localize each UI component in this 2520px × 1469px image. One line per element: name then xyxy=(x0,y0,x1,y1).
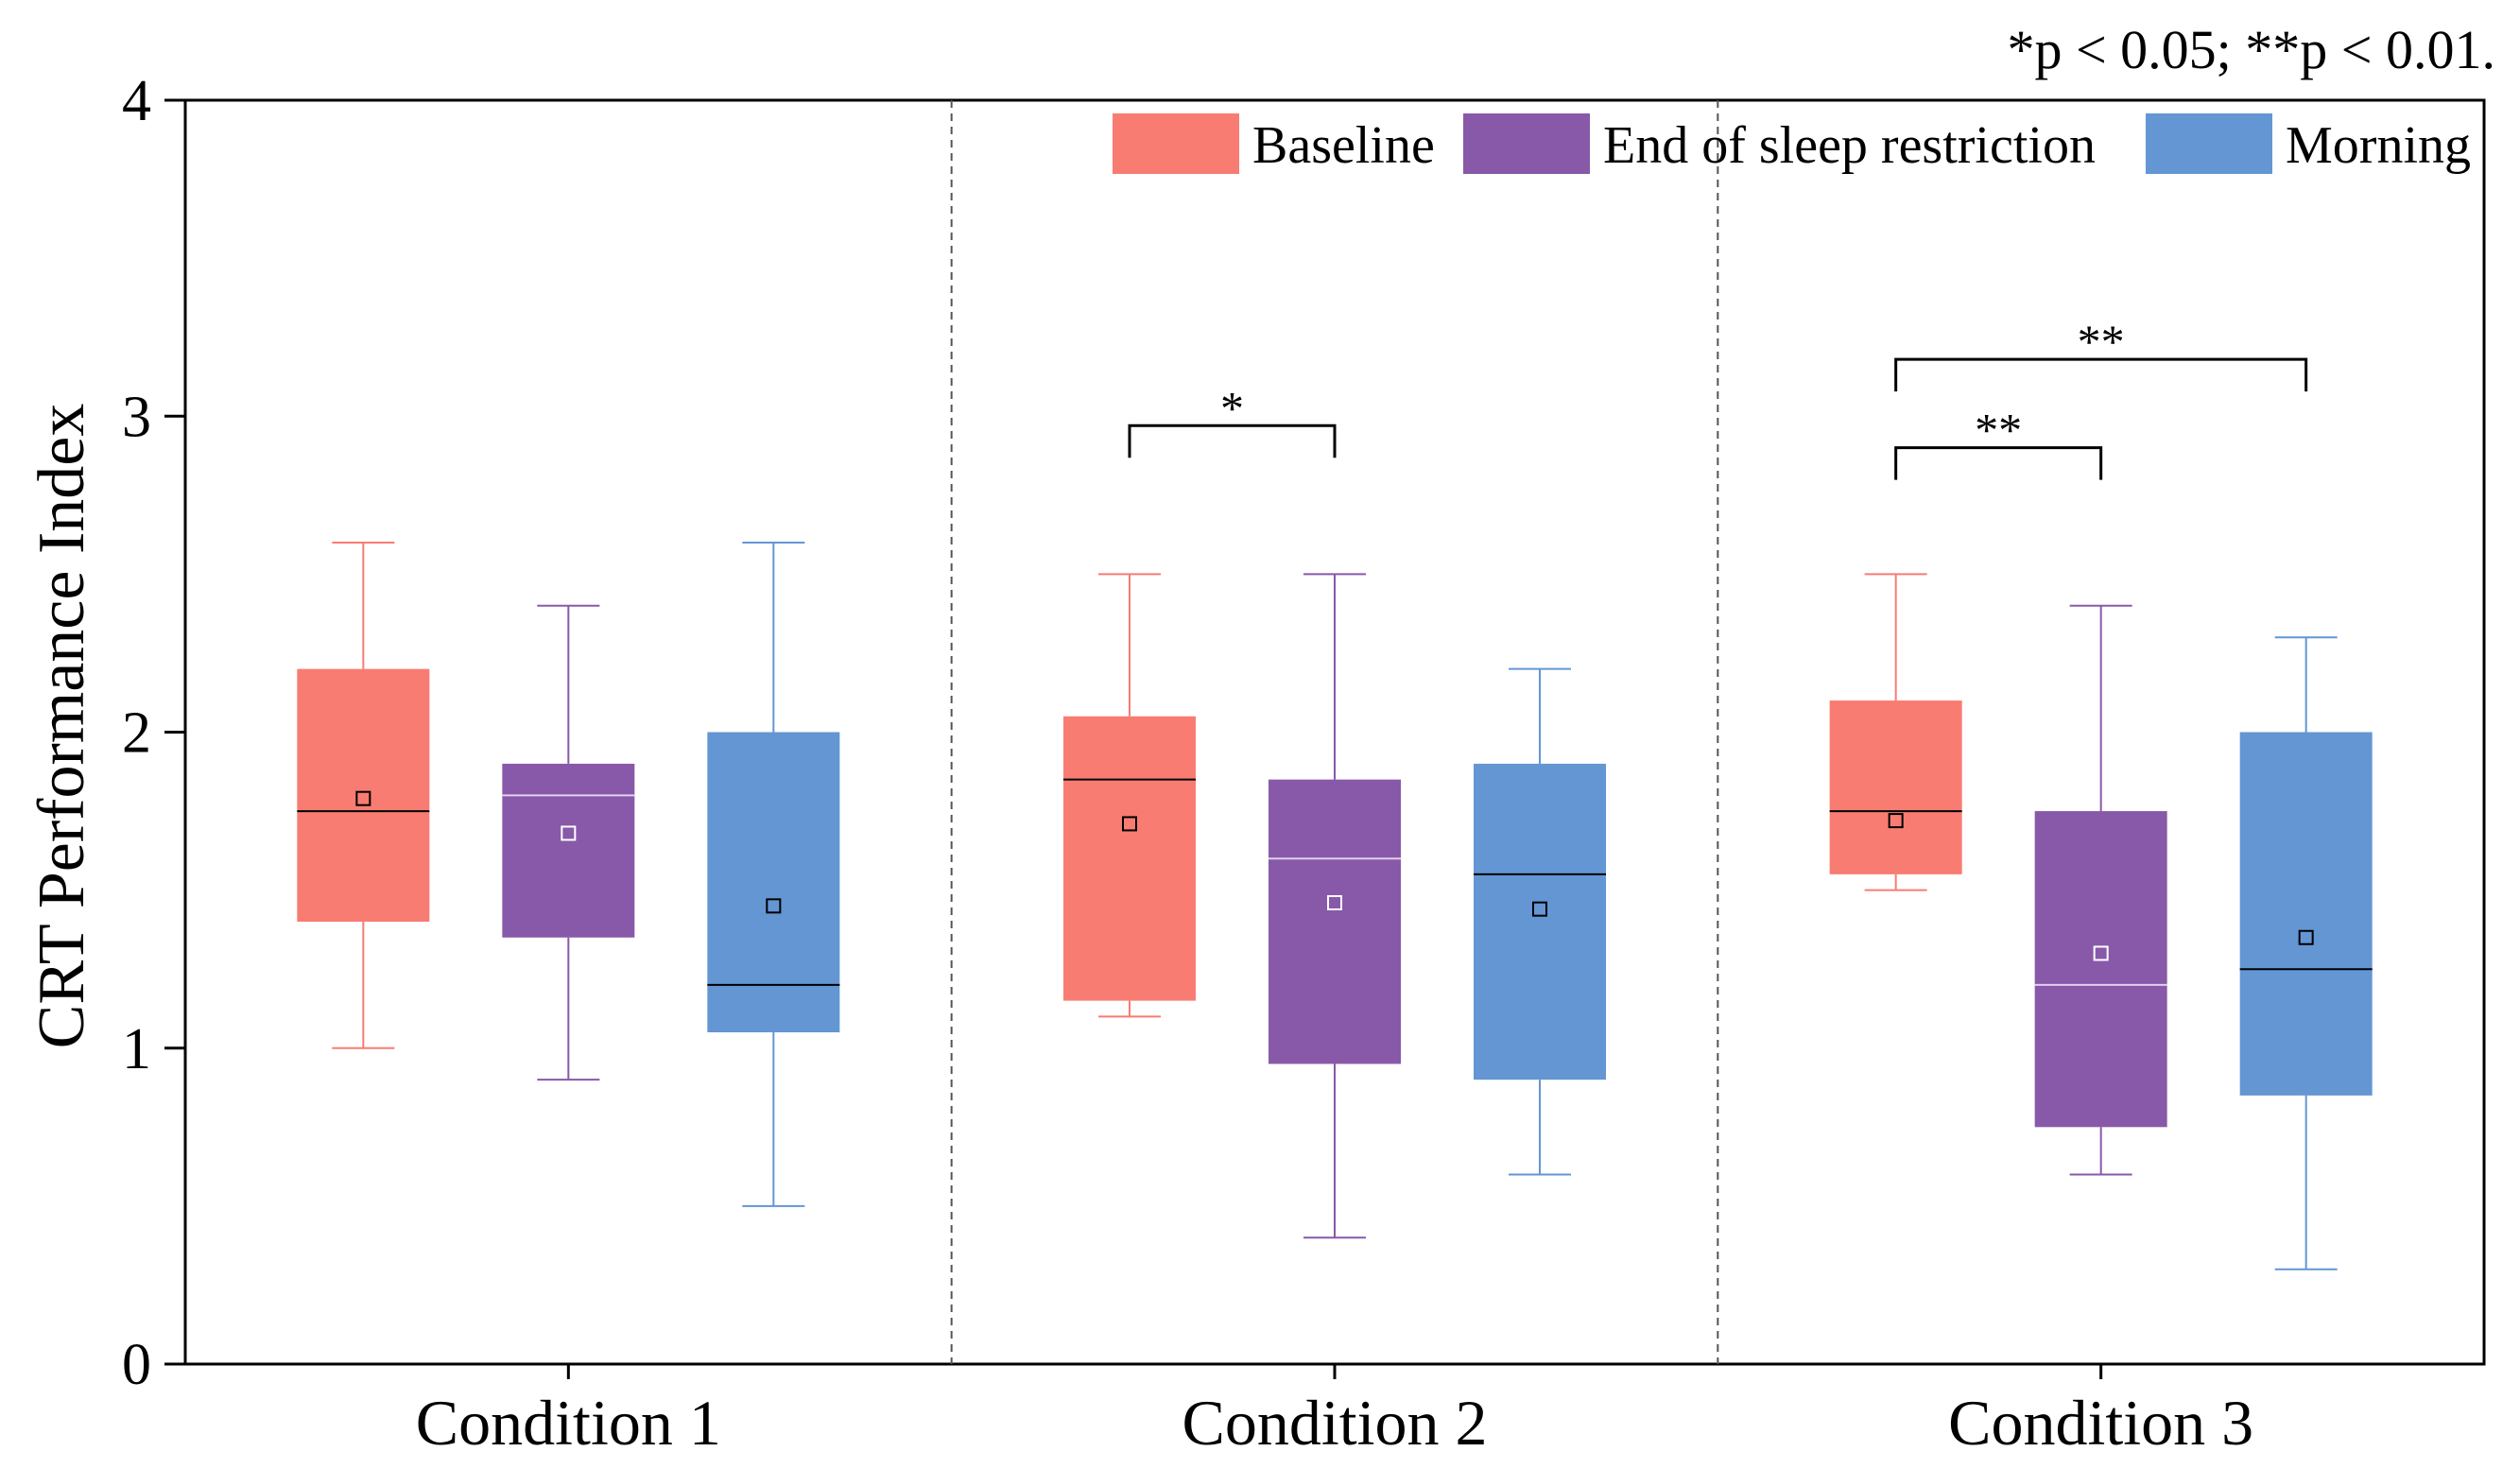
mean-marker xyxy=(561,825,577,841)
x-tick-label: Condition 3 xyxy=(1948,1387,2253,1459)
mean-marker xyxy=(1532,901,1547,917)
x-tick-label: Condition 2 xyxy=(1182,1387,1487,1459)
box-iqr xyxy=(502,763,635,938)
series-2 xyxy=(707,541,2373,1270)
y-tick-label: 2 xyxy=(122,701,151,766)
significance-label: ** xyxy=(1975,404,2022,457)
box-iqr xyxy=(297,668,430,923)
mean-marker xyxy=(766,898,782,914)
x-axis: Condition 1 Condition 2 Condition 3 xyxy=(416,1364,2253,1459)
mean-marker xyxy=(1327,894,1342,910)
box-0-0 xyxy=(297,541,430,1049)
box-series-group xyxy=(297,541,2373,1270)
box-1-0 xyxy=(502,604,635,1081)
box-2-0 xyxy=(707,541,840,1207)
bracket-line xyxy=(1894,357,2308,392)
legend-swatch xyxy=(2146,113,2272,174)
x-tick-label: Condition 1 xyxy=(416,1387,721,1459)
box-0-2 xyxy=(1829,573,1962,891)
bracket-line xyxy=(1128,423,1337,458)
significance-bracket: ** xyxy=(1894,315,2308,392)
box-1-1 xyxy=(1269,573,1401,1239)
box-0-1 xyxy=(1063,573,1196,1018)
box-iqr xyxy=(1269,779,1401,1064)
significance-label: ** xyxy=(2078,315,2125,368)
legend-item-2: Morning xyxy=(2146,113,2471,175)
mean-marker xyxy=(2298,929,2314,945)
bracket-line xyxy=(1894,446,2103,480)
box-iqr xyxy=(2034,811,2167,1128)
series-1 xyxy=(502,573,2167,1239)
legend-swatch xyxy=(1463,113,1590,174)
legend-label: Morning xyxy=(2286,116,2471,175)
mean-marker xyxy=(1888,813,1904,829)
mean-marker xyxy=(355,790,371,806)
y-tick-label: 1 xyxy=(122,1017,151,1081)
legend-label: End of sleep restriction xyxy=(1603,116,2096,175)
mean-marker xyxy=(1122,816,1137,832)
legend-label: Baseline xyxy=(1252,116,1435,175)
y-axis-title: CRT Performance Index xyxy=(26,404,98,1049)
mean-marker xyxy=(2093,945,2109,961)
legend-swatch xyxy=(1113,113,1239,174)
box-iqr xyxy=(1829,700,1962,874)
box-1-2 xyxy=(2034,604,2167,1176)
series-0 xyxy=(297,541,1962,1049)
significance-bracket: * xyxy=(1128,381,1337,458)
significance-note: *p < 0.05; **p < 0.01. xyxy=(2007,19,2495,80)
box-iqr xyxy=(707,732,840,1033)
box-iqr xyxy=(1063,716,1196,1001)
legend-item-1: End of sleep restriction xyxy=(1463,113,2096,175)
significance-label: * xyxy=(1220,381,1244,434)
legend: Baseline End of sleep restriction Morning xyxy=(1113,113,2471,175)
y-tick-label: 0 xyxy=(122,1333,151,1397)
significance-bracket: ** xyxy=(1894,404,2103,480)
significance-brackets: * **** xyxy=(1128,315,2308,480)
box-2-1 xyxy=(1474,667,1606,1176)
y-tick-label: 4 xyxy=(122,69,151,133)
y-axis: 0 1 2 3 4 xyxy=(122,69,185,1397)
y-tick-label: 3 xyxy=(122,385,151,449)
box-iqr xyxy=(2239,732,2373,1096)
box-2-2 xyxy=(2239,636,2373,1270)
box-iqr xyxy=(1474,763,1606,1080)
legend-item-0: Baseline xyxy=(1113,113,1435,175)
